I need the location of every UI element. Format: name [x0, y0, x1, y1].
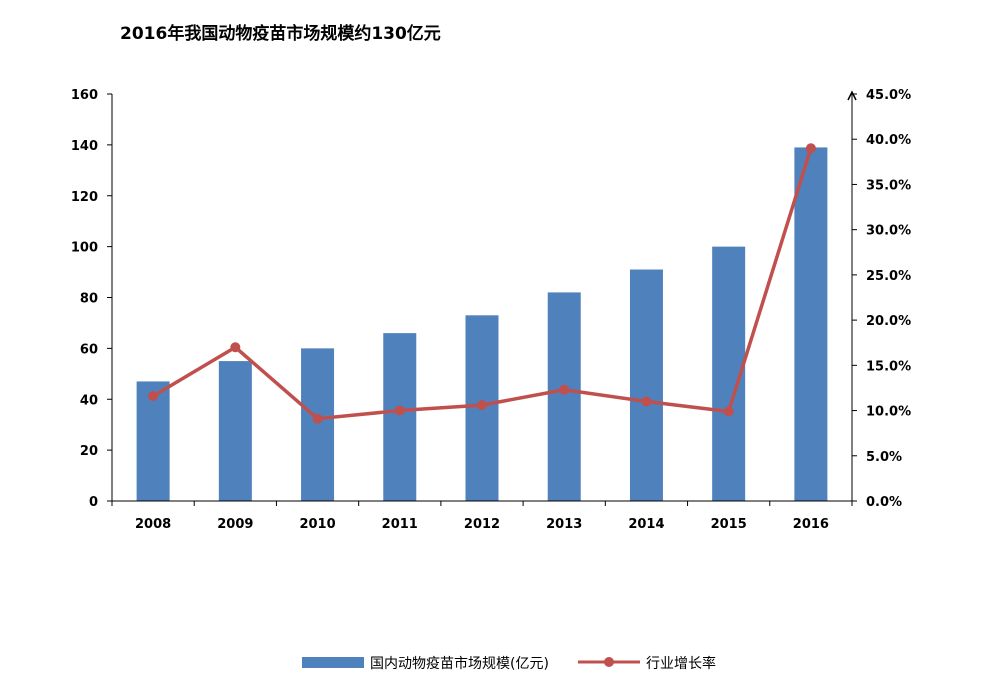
- bar-2008: [136, 381, 170, 501]
- growth-point-2012: [477, 400, 487, 411]
- growth-point-2009: [230, 342, 241, 353]
- growth-rate-series: [148, 143, 816, 424]
- growth-point-2015: [723, 406, 734, 417]
- legend-line-label: 行业增长率: [646, 655, 716, 672]
- bar-2009: [218, 361, 252, 501]
- left-tick-label: 20: [80, 444, 98, 459]
- left-tick-label: 160: [71, 88, 98, 103]
- left-tick-label: 40: [80, 393, 98, 408]
- bar-2014: [629, 269, 663, 501]
- bar-2013: [547, 292, 581, 501]
- x-tick-label: 2012: [464, 517, 500, 532]
- right-tick-label: 35.0%: [866, 178, 911, 193]
- legend-bar-swatch: [302, 657, 364, 668]
- right-tick-label: 20.0%: [866, 314, 911, 329]
- legend-line-marker: [604, 657, 614, 667]
- left-tick-label: 140: [71, 139, 98, 154]
- x-tick-label: 2010: [299, 517, 335, 532]
- bar-2011: [383, 333, 417, 501]
- bar-2016: [794, 147, 828, 501]
- legend-bar-label: 国内动物疫苗市场规模(亿元): [370, 655, 549, 672]
- growth-point-2008: [148, 391, 159, 402]
- bar-2010: [301, 348, 335, 501]
- growth-point-2014: [641, 396, 652, 407]
- right-tick-label: 45.0%: [866, 88, 911, 103]
- legend: 国内动物疫苗市场规模(亿元) 行业增长率: [302, 655, 716, 672]
- right-tick-label: 0.0%: [866, 495, 902, 510]
- right-tick-label: 30.0%: [866, 224, 911, 239]
- x-tick-label: 2013: [546, 517, 582, 532]
- left-tick-label: 0: [89, 495, 98, 510]
- growth-point-2010: [312, 413, 323, 424]
- right-tick-label: 15.0%: [866, 359, 911, 374]
- x-tick-label: 2008: [135, 517, 171, 532]
- growth-point-2016: [805, 143, 816, 154]
- x-tick-label: 2015: [711, 517, 747, 532]
- right-tick-label: 40.0%: [866, 133, 911, 148]
- right-tick-label: 25.0%: [866, 269, 911, 284]
- growth-point-2011: [394, 405, 405, 416]
- right-axis-arrow: [847, 90, 857, 101]
- x-tick-label: 2009: [217, 517, 253, 532]
- x-tick-label: 2016: [793, 517, 829, 532]
- left-tick-label: 60: [80, 342, 98, 357]
- x-tick-label: 2014: [628, 517, 664, 532]
- right-tick-label: 5.0%: [866, 450, 902, 465]
- left-tick-label: 80: [80, 292, 98, 307]
- x-tick-label: 2011: [382, 517, 418, 532]
- axes: 0 20 40 60 80 100 120 140 160 0.0% 5.0% 10.0% 15.0% 2…: [71, 88, 911, 532]
- left-tick-label: 100: [71, 241, 98, 256]
- right-tick-label: 10.0%: [866, 405, 911, 420]
- left-tick-label: 120: [71, 190, 98, 205]
- bar-series: [136, 147, 828, 501]
- growth-point-2013: [559, 384, 570, 395]
- chart-title: 2016年我国动物疫苗市场规模约130亿元: [120, 23, 441, 44]
